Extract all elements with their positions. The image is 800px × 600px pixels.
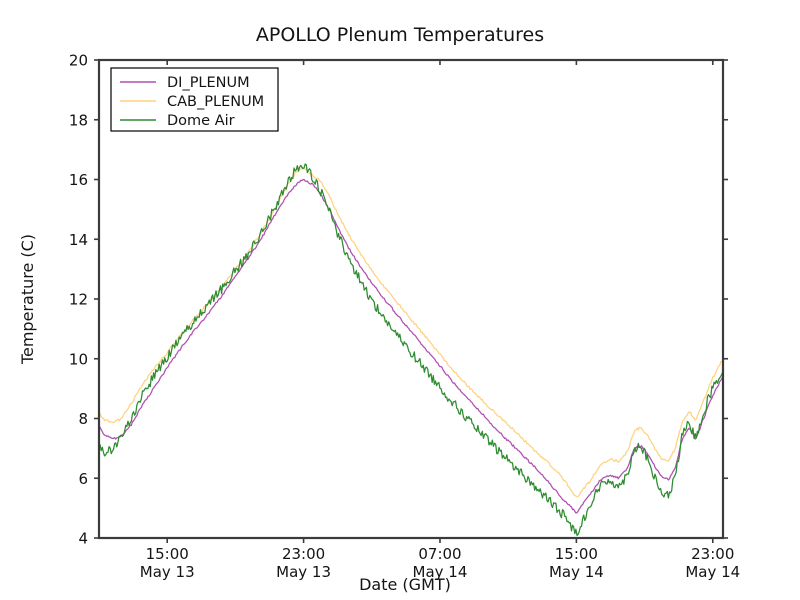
x-tick-label-time: 15:00 [146,545,189,563]
series-line-cab-plenum [99,166,723,498]
x-tick-label-date: May 14 [413,563,468,581]
series-line-di-plenum [99,178,723,514]
y-axis-title: Temperature (C) [18,234,37,365]
x-tick-label-time: 23:00 [691,545,734,563]
x-tick-label-time: 23:00 [282,545,325,563]
y-tick-label: 16 [69,171,88,189]
x-tick-label-date: May 14 [685,563,740,581]
legend-label-cab-plenum: CAB_PLENUM [167,94,264,110]
x-tick-label-date: May 13 [276,563,331,581]
legend-label-di-plenum: DI_PLENUM [167,75,250,91]
y-tick-label: 20 [69,52,88,70]
y-tick-label: 4 [78,530,88,548]
x-tick-label-time: 07:00 [418,545,461,563]
series-line-dome-air [99,163,723,537]
chart-legend: DI_PLENUM CAB_PLENUM Dome Air [110,67,279,132]
x-tick-label-date: May 14 [549,563,604,581]
y-tick-label: 8 [78,410,88,428]
y-tick-label: 18 [69,111,88,129]
y-tick-label: 10 [69,350,88,368]
y-tick-label: 14 [69,231,88,249]
x-tick-label-time: 15:00 [555,545,598,563]
x-tick-label-date: May 13 [140,563,195,581]
chart-title: APOLLO Plenum Temperatures [256,24,544,46]
legend-label-dome-air: Dome Air [167,113,235,129]
y-tick-label: 6 [78,470,88,488]
series-group [99,163,723,537]
x-axis-title: Date (GMT) [359,575,451,594]
y-tick-label: 12 [69,291,88,309]
y-axis-ticks: 4 6 8 10 12 14 16 18 20 [69,52,728,548]
